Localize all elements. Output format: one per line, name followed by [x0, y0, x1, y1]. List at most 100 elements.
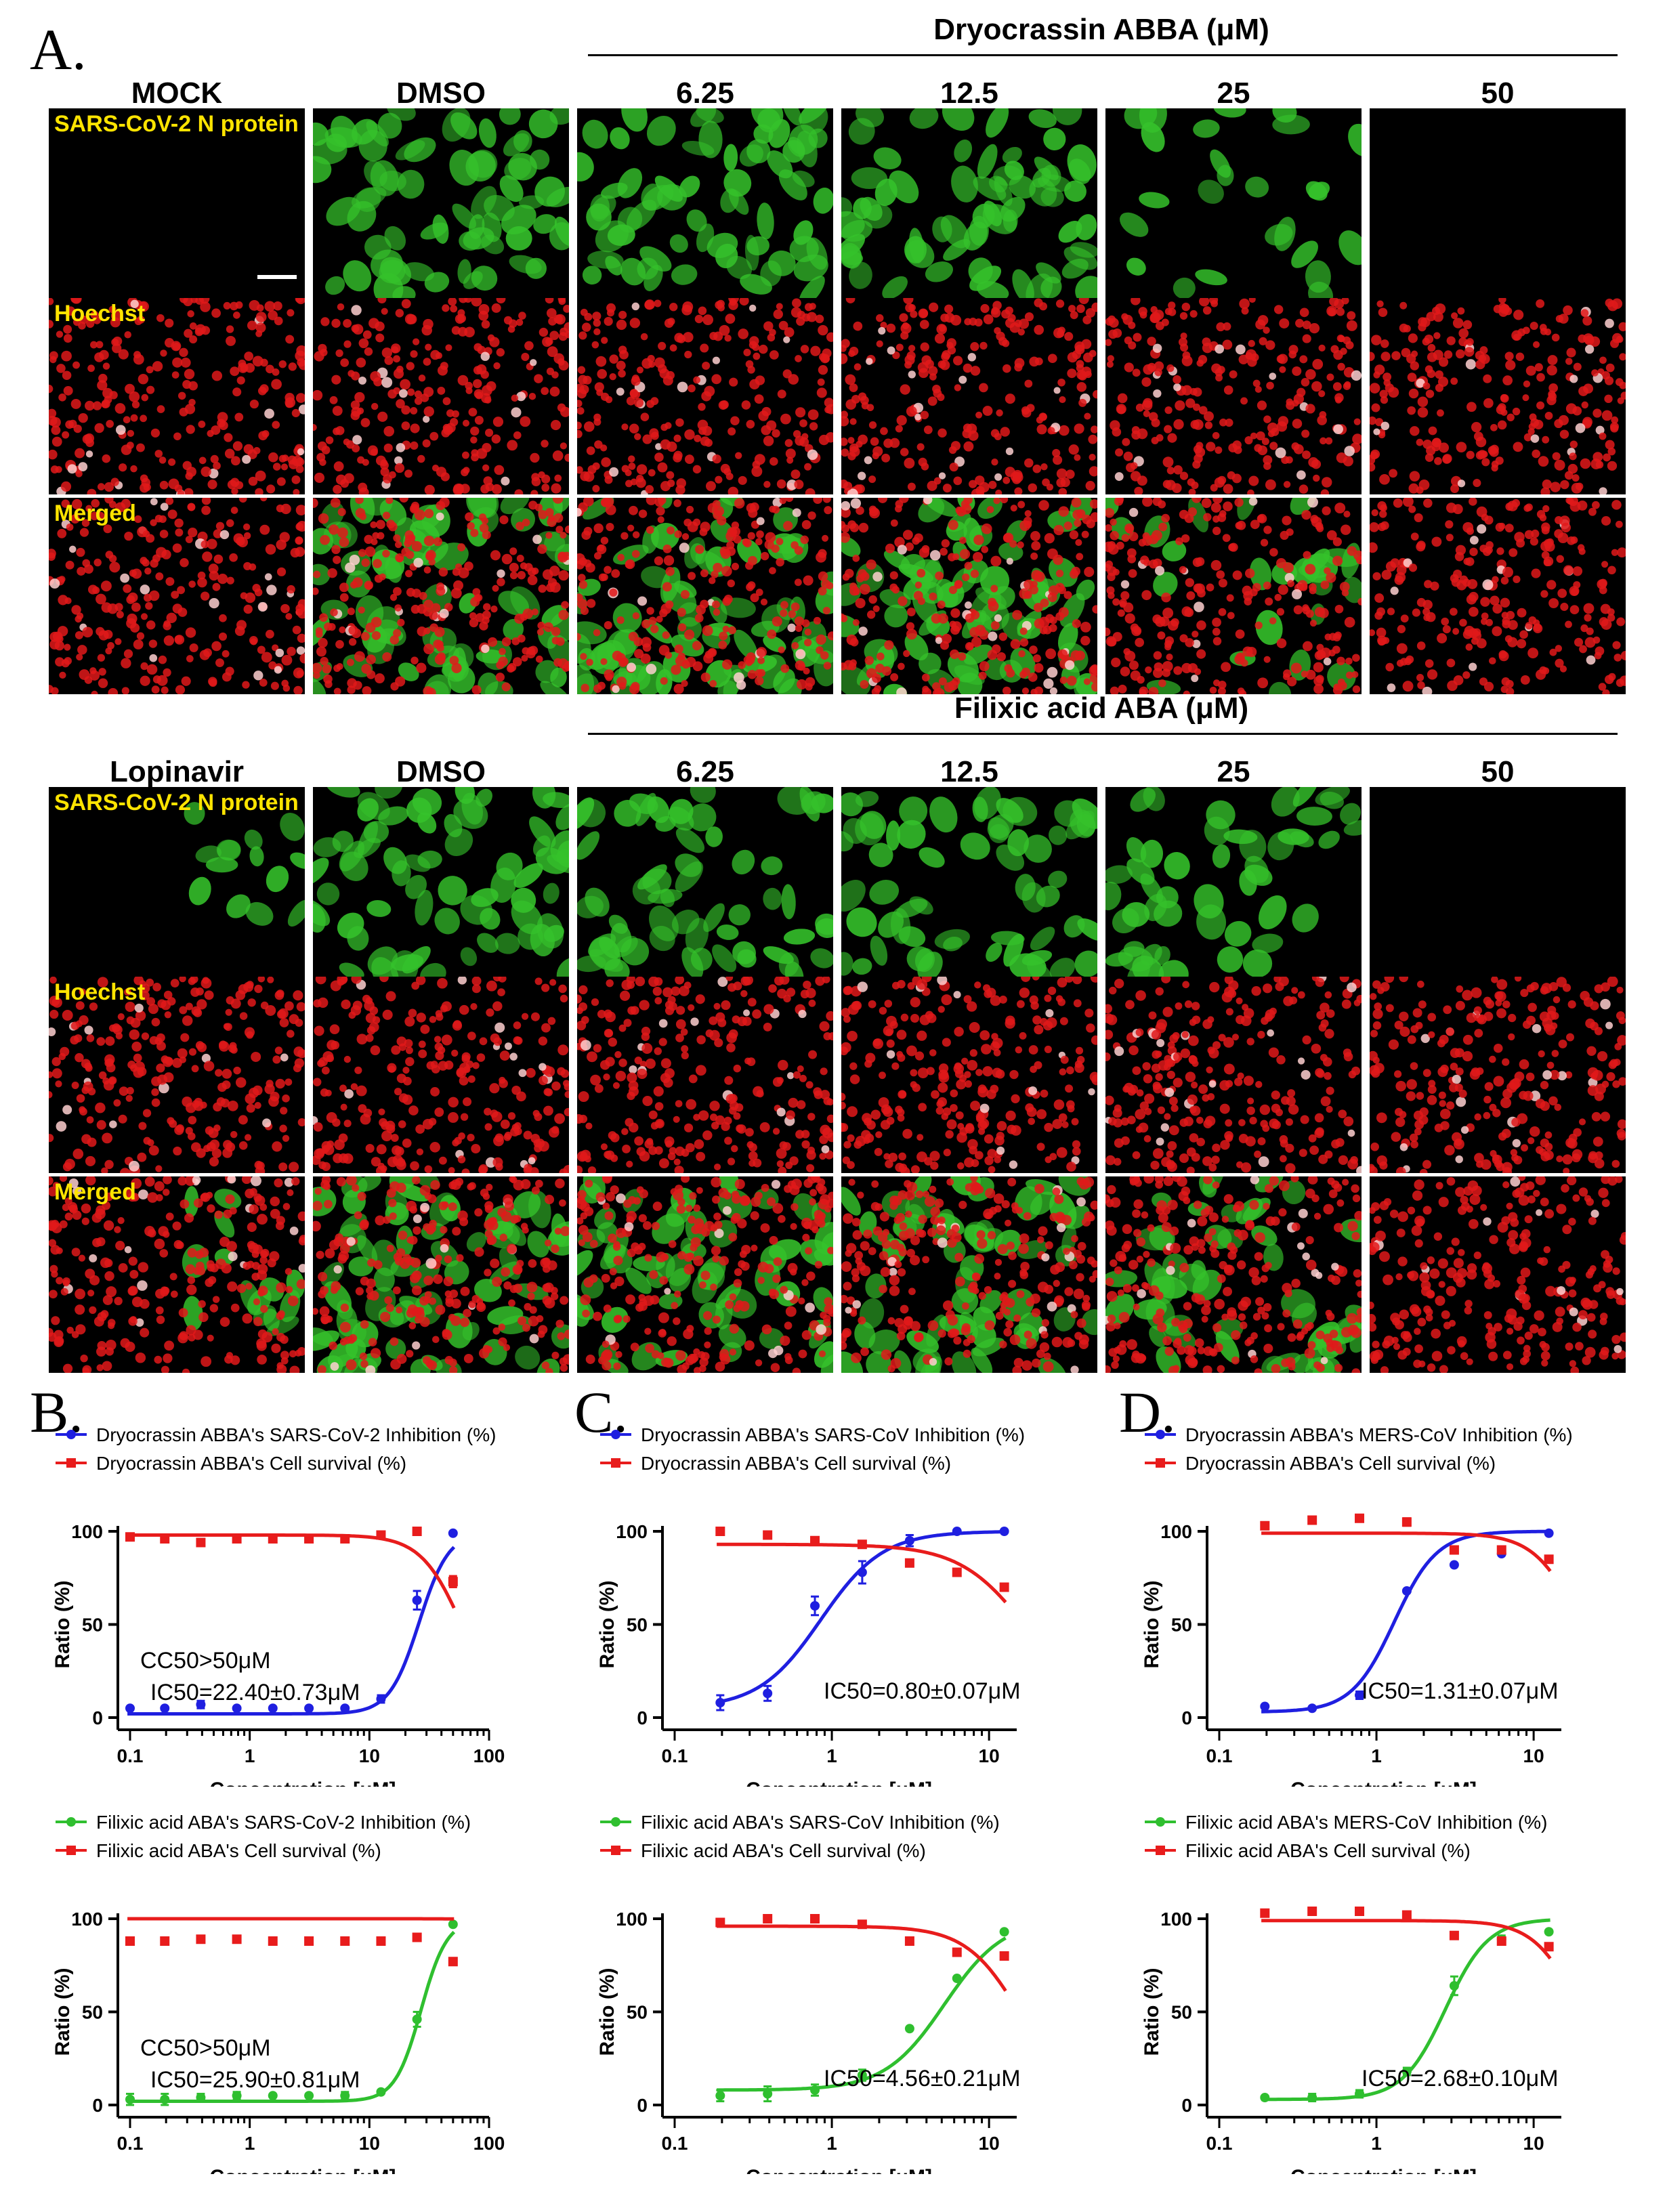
data-point [1496, 1936, 1506, 1946]
data-point [810, 1535, 820, 1546]
chart-c: Filixic acid ABA's SARS-CoV Inhibition (… [596, 1812, 1021, 2174]
micrograph-m [577, 1176, 833, 1373]
legend-entry: Dryocrassin ABBA's Cell survival (%) [641, 1453, 951, 1474]
x-tick-label: 10 [359, 2133, 380, 2154]
y-tick-label: 50 [627, 2002, 648, 2023]
data-point [160, 1534, 170, 1544]
column-header: 50 [1481, 77, 1515, 110]
micrograph-n [841, 787, 1097, 977]
micrograph-h: Hoechst [49, 298, 305, 494]
micrograph-h [577, 298, 833, 494]
data-point [857, 1919, 867, 1930]
legend-entry: Dryocrassin ABBA's SARS-CoV-2 Inhibition… [96, 1424, 496, 1445]
legend-entry: Dryocrassin ABBA's Cell survival (%) [1185, 1453, 1496, 1474]
data-point [1307, 1703, 1317, 1714]
x-tick-label: 0.1 [1206, 2133, 1233, 2154]
annotation-text: CC50>50μM [140, 1648, 271, 1674]
data-point [376, 1530, 386, 1540]
column-header: 25 [1217, 77, 1250, 110]
column-header: DMSO [396, 755, 486, 788]
y-tick-label: 100 [616, 1909, 648, 1930]
micrograph-m: Merged [49, 1176, 305, 1373]
panel-letter-a: A. [30, 17, 87, 82]
y-tick-label: 100 [71, 1521, 103, 1542]
data-point [232, 1934, 242, 1944]
data-point [196, 1699, 206, 1709]
x-tick-label: 0.1 [662, 1745, 688, 1766]
y-tick-label: 0 [637, 1707, 648, 1728]
channel-label-h: Hoechst [54, 979, 146, 1005]
x-tick-label: 1 [1371, 1745, 1382, 1766]
y-tick-label: 100 [71, 1909, 103, 1930]
data-point [1260, 1520, 1270, 1531]
annotation-text: IC50=0.80±0.07μM [824, 1678, 1021, 1704]
chart-b: Dryocrassin ABBA's SARS-CoV-2 Inhibition… [51, 1424, 505, 1787]
micrograph-n [313, 787, 569, 977]
data-point [268, 1936, 278, 1946]
y-axis-label: Ratio (%) [1141, 1968, 1163, 2056]
chart-b: Filixic acid ABA's SARS-CoV-2 Inhibition… [51, 1812, 505, 2174]
legend-marker [66, 1430, 76, 1439]
data-point [160, 1703, 170, 1714]
data-point [1307, 2093, 1317, 2102]
data-point [810, 1914, 820, 1923]
column-header: MOCK [131, 77, 223, 110]
column-header: 12.5 [940, 755, 998, 788]
legend-marker [611, 1430, 620, 1439]
data-point [952, 1974, 962, 1983]
data-point [1355, 1690, 1365, 1700]
scale-bar [257, 275, 297, 279]
column-header: 25 [1217, 755, 1250, 788]
x-tick-label: 0.1 [1206, 1745, 1233, 1766]
micrograph-h [313, 298, 569, 494]
y-tick-label: 50 [82, 2002, 103, 2023]
fit-curve [127, 1930, 456, 2103]
data-point [1401, 1586, 1412, 1596]
data-point [715, 1917, 725, 1928]
data-point [412, 1595, 422, 1605]
data-point [376, 1936, 386, 1946]
micrograph-m [1105, 498, 1362, 694]
micrograph-h [577, 977, 833, 1173]
legend-marker [611, 1846, 620, 1855]
micrograph-m [313, 1176, 569, 1373]
annotation-text: CC50>50μM [140, 2035, 271, 2061]
group-divider-line [588, 54, 1618, 56]
micrograph-n [313, 108, 569, 298]
data-point [999, 1527, 1009, 1536]
x-tick-label: 1 [1371, 2133, 1382, 2154]
x-axis-label: Concentration [μM] [210, 1779, 396, 1787]
legend-marker [66, 1458, 76, 1468]
fit-curve [1261, 1531, 1552, 1573]
channel-label-m: Merged [54, 1179, 136, 1205]
channel-label-m: Merged [54, 501, 136, 526]
data-point [999, 1951, 1009, 1961]
data-point [857, 2070, 867, 2080]
chart-d: Dryocrassin ABBA's MERS-CoV Inhibition (… [1141, 1424, 1573, 1787]
micrograph-h [1370, 298, 1626, 494]
y-tick-label: 100 [1160, 1909, 1192, 1930]
data-point [268, 2091, 278, 2101]
annotation-text: IC50=2.68±0.10μM [1362, 2066, 1559, 2091]
data-point [1544, 1528, 1554, 1538]
data-point [125, 1532, 135, 1542]
micrograph-n [1370, 108, 1626, 298]
data-point [412, 1527, 422, 1536]
x-axis-label: Concentration [μM] [1290, 1779, 1477, 1787]
data-point [340, 1936, 350, 1946]
data-point [268, 1534, 278, 1544]
data-point [1307, 1515, 1317, 1525]
y-tick-label: 50 [1171, 2002, 1192, 2023]
y-tick-label: 0 [1181, 1707, 1192, 1728]
data-point [952, 1947, 962, 1957]
column-header: DMSO [396, 77, 486, 110]
data-point [448, 1577, 458, 1587]
micrograph-m [841, 498, 1097, 694]
micrograph-m [1370, 498, 1626, 694]
data-point [1401, 1517, 1412, 1527]
y-tick-label: 0 [1181, 2095, 1192, 2116]
legend-marker [66, 1846, 76, 1855]
x-tick-label: 10 [979, 2133, 1000, 2154]
data-point [1355, 1513, 1365, 1523]
x-tick-label: 1 [826, 2133, 837, 2154]
